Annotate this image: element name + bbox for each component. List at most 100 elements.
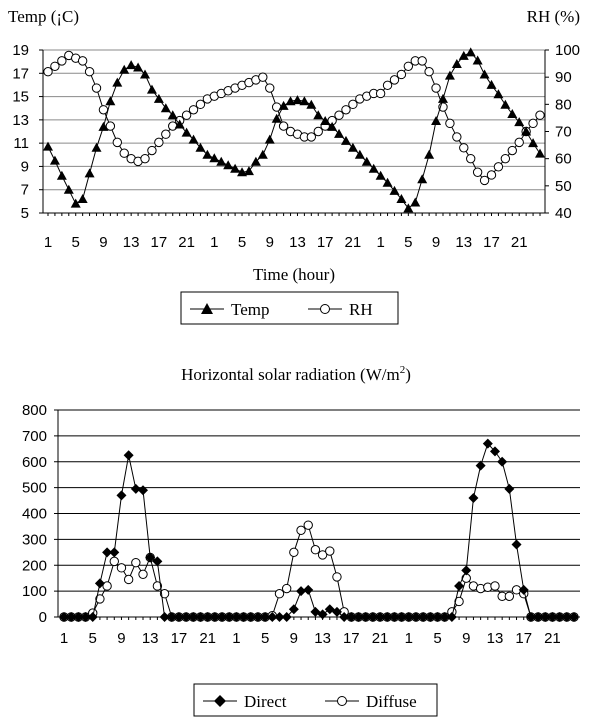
temp-point bbox=[306, 99, 317, 109]
temp-point bbox=[133, 62, 144, 72]
y-right-tick-label: 70 bbox=[555, 124, 572, 141]
direct-point bbox=[432, 612, 443, 622]
direct-point bbox=[166, 612, 177, 622]
y-right-tick-label: 80 bbox=[555, 96, 572, 113]
y-tick-label: 600 bbox=[22, 454, 47, 471]
temp-point bbox=[126, 60, 137, 70]
direct-point bbox=[375, 612, 386, 622]
y-left-tick-label: 15 bbox=[12, 89, 29, 106]
rh-point bbox=[278, 121, 289, 131]
rh-point bbox=[57, 56, 67, 66]
rh-point bbox=[306, 132, 317, 142]
direct-point bbox=[59, 612, 69, 622]
rh-point bbox=[452, 132, 462, 142]
axes bbox=[54, 409, 580, 620]
temp-point bbox=[223, 160, 234, 170]
temp-point bbox=[375, 170, 386, 180]
direct-point bbox=[202, 612, 213, 622]
temp-point bbox=[160, 103, 171, 113]
temp-point bbox=[354, 149, 365, 159]
diffuse-point bbox=[296, 525, 306, 536]
temp-point bbox=[271, 113, 282, 123]
temp-point bbox=[313, 110, 324, 120]
direct-point bbox=[439, 612, 450, 622]
temp-point bbox=[528, 138, 539, 148]
y-left-tick-label: 5 bbox=[21, 205, 29, 222]
diffuse-point bbox=[310, 545, 321, 555]
temp-point bbox=[250, 156, 261, 166]
direct-point bbox=[454, 580, 465, 591]
rh-point bbox=[389, 75, 400, 85]
direct-point bbox=[87, 612, 98, 622]
x-tick-label: 17 bbox=[515, 630, 532, 647]
temp-point bbox=[389, 185, 400, 195]
y-right-tick-label: 100 bbox=[555, 42, 580, 59]
temp-point bbox=[188, 134, 199, 144]
diffuse-point bbox=[152, 581, 163, 591]
temp-point bbox=[521, 126, 532, 136]
x-tick-label: 1 bbox=[232, 630, 240, 647]
temp-point bbox=[347, 142, 358, 152]
temp-point bbox=[70, 198, 81, 208]
x-tick-label: 13 bbox=[123, 234, 140, 251]
rh-point bbox=[472, 167, 483, 177]
legend-box bbox=[180, 291, 399, 325]
temp-point bbox=[320, 116, 331, 126]
x-tick-label: 9 bbox=[462, 630, 470, 647]
y-left-tick-label: 19 bbox=[12, 42, 29, 59]
diffuse-point bbox=[490, 581, 500, 591]
rh-point bbox=[105, 121, 116, 131]
direct-point bbox=[66, 612, 77, 622]
plot-series bbox=[59, 438, 579, 622]
rh-point bbox=[91, 83, 102, 93]
temp-point bbox=[340, 135, 351, 145]
direct-point bbox=[389, 612, 400, 622]
direct-point bbox=[331, 606, 342, 617]
direct-point bbox=[547, 612, 558, 622]
temp-point bbox=[209, 153, 220, 163]
direct-point bbox=[403, 612, 414, 622]
rh-point bbox=[486, 170, 497, 180]
temp-point bbox=[451, 58, 462, 68]
diffuse-point bbox=[138, 569, 148, 580]
y-tick-label: 200 bbox=[22, 557, 47, 574]
x-tick-label: 1 bbox=[210, 234, 218, 251]
temp-point bbox=[56, 170, 67, 180]
temp-point bbox=[216, 156, 227, 166]
temp-point bbox=[479, 69, 490, 79]
direct-point bbox=[260, 612, 271, 622]
direct-point bbox=[145, 552, 156, 563]
x-tick-label: 5 bbox=[404, 234, 412, 251]
chart-title-end: ) bbox=[405, 365, 411, 384]
temp-point bbox=[91, 142, 102, 152]
temp-point bbox=[237, 167, 248, 177]
rh-point bbox=[168, 121, 178, 131]
y-left-tick-label: 9 bbox=[21, 158, 29, 175]
axes bbox=[39, 49, 549, 216]
rh-point bbox=[119, 148, 129, 158]
x-tick-label: 17 bbox=[151, 234, 168, 251]
direct-point bbox=[217, 612, 228, 622]
rh-point bbox=[181, 110, 192, 120]
temp-point bbox=[167, 110, 178, 120]
direct-point bbox=[446, 612, 457, 622]
rh-point bbox=[258, 72, 268, 82]
x-tick-label: 21 bbox=[372, 630, 389, 647]
rh-point bbox=[50, 61, 60, 72]
rh-point bbox=[313, 126, 323, 137]
direct-point bbox=[80, 612, 91, 622]
temp-point bbox=[174, 119, 185, 129]
temp-point bbox=[493, 89, 504, 99]
diffuse-point bbox=[109, 556, 119, 567]
diffuse-point bbox=[102, 581, 112, 591]
direct-point bbox=[497, 456, 508, 467]
chart-title-superscript: 2 bbox=[400, 364, 406, 376]
x-tick-label: 9 bbox=[99, 234, 107, 251]
rh-point bbox=[417, 56, 427, 66]
legend: Temp RH bbox=[180, 291, 399, 325]
chart-title-main: Horizontal solar radiation (W/m bbox=[181, 365, 400, 384]
x-axis-label: Time (hour) bbox=[253, 265, 335, 284]
temp-point bbox=[327, 121, 338, 131]
